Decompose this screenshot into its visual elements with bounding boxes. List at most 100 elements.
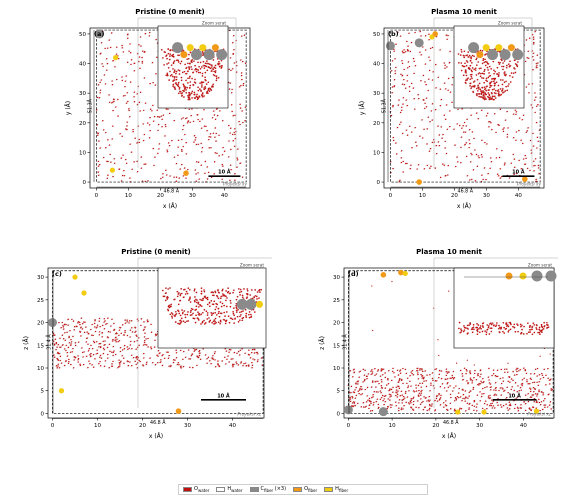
y-tick-label: 20 <box>373 121 380 127</box>
inset-o-water <box>509 81 512 83</box>
inset-o-water <box>471 54 474 57</box>
inset-o-water <box>171 55 174 58</box>
chart-title: Pristine (0 menit) <box>121 248 191 256</box>
inset-o-water <box>478 67 481 70</box>
o-water <box>191 353 194 355</box>
inset-o-water <box>180 60 183 63</box>
fiber-atom-o-fiber <box>416 179 422 185</box>
y-tick-label: 0 <box>83 180 87 186</box>
inset-o-water <box>162 57 164 59</box>
inset-o-water <box>206 60 208 62</box>
o-water <box>470 152 472 155</box>
inset-o-water <box>502 91 504 94</box>
inset-o-water <box>474 69 477 71</box>
inset-o-water <box>188 92 191 94</box>
o-water <box>195 137 197 139</box>
o-water <box>129 143 131 145</box>
o-water <box>232 42 234 44</box>
o-water <box>439 88 442 90</box>
o-water <box>93 322 96 325</box>
o-water <box>72 367 75 369</box>
inset-o-water <box>475 58 477 61</box>
o-water <box>99 342 102 345</box>
inset-o-water <box>469 64 472 67</box>
o-water <box>102 340 104 343</box>
inset-o-water <box>500 93 503 96</box>
o-water <box>90 328 92 331</box>
inset-o-water <box>208 63 211 66</box>
o-water <box>124 80 127 82</box>
o-water <box>443 114 446 116</box>
o-water <box>242 82 245 85</box>
o-water <box>97 160 100 163</box>
inset-o-water <box>468 68 471 70</box>
o-water <box>109 350 111 353</box>
o-water <box>477 155 480 157</box>
o-water <box>515 111 518 113</box>
o-water <box>136 367 139 369</box>
inset-o-water <box>497 74 500 76</box>
o-water <box>525 131 528 134</box>
o-water <box>229 57 232 59</box>
o-water <box>133 91 136 93</box>
y-tick-label: 30 <box>373 91 380 97</box>
inset-frame <box>157 25 229 109</box>
o-water <box>487 172 489 175</box>
o-water <box>176 363 179 366</box>
o-water <box>404 51 407 53</box>
o-water <box>82 356 84 358</box>
y-tick-label: 10 <box>79 150 86 156</box>
o-water <box>442 133 444 136</box>
o-water <box>130 340 132 343</box>
o-water <box>428 33 430 35</box>
inset-o-water <box>198 65 200 68</box>
o-water <box>525 39 528 41</box>
o-water <box>481 174 483 176</box>
inset-o-water <box>168 79 170 81</box>
o-water <box>197 356 200 359</box>
o-water <box>214 351 216 353</box>
o-water <box>206 362 208 364</box>
inset-o-water <box>501 89 504 92</box>
o-water <box>98 140 100 142</box>
inset-o-water <box>498 72 500 74</box>
y-tick-label: 20 <box>79 121 86 127</box>
o-water <box>214 366 217 368</box>
o-water <box>409 125 411 127</box>
o-water <box>409 50 412 53</box>
o-water <box>109 153 111 156</box>
o-water <box>185 153 188 155</box>
inset-o-water <box>195 67 197 70</box>
o-water <box>407 61 410 63</box>
o-water <box>399 123 401 126</box>
inset-o-water <box>205 65 208 68</box>
o-water <box>424 35 427 37</box>
o-water <box>175 162 178 165</box>
o-water <box>73 329 75 331</box>
inset-o-water <box>212 83 214 86</box>
inset-o-water <box>189 81 192 83</box>
o-water <box>77 357 80 360</box>
o-water <box>425 49 427 51</box>
o-water <box>96 324 99 326</box>
o-water <box>161 118 163 121</box>
o-water <box>401 74 404 77</box>
o-water <box>512 136 515 139</box>
o-water <box>219 110 221 112</box>
o-water <box>210 147 212 149</box>
o-water <box>244 352 246 355</box>
inset-o-water <box>201 52 204 54</box>
inset-o-water <box>221 302 224 305</box>
inset-o-water <box>170 74 173 76</box>
inset-o-water <box>476 94 478 97</box>
o-water <box>102 324 104 327</box>
inset-o-water <box>212 68 215 70</box>
o-water <box>210 136 212 138</box>
o-water <box>134 331 136 333</box>
o-water <box>534 92 536 94</box>
o-water <box>529 37 531 39</box>
inset-o-water <box>476 87 478 90</box>
o-water <box>204 354 207 356</box>
o-water <box>397 104 400 106</box>
